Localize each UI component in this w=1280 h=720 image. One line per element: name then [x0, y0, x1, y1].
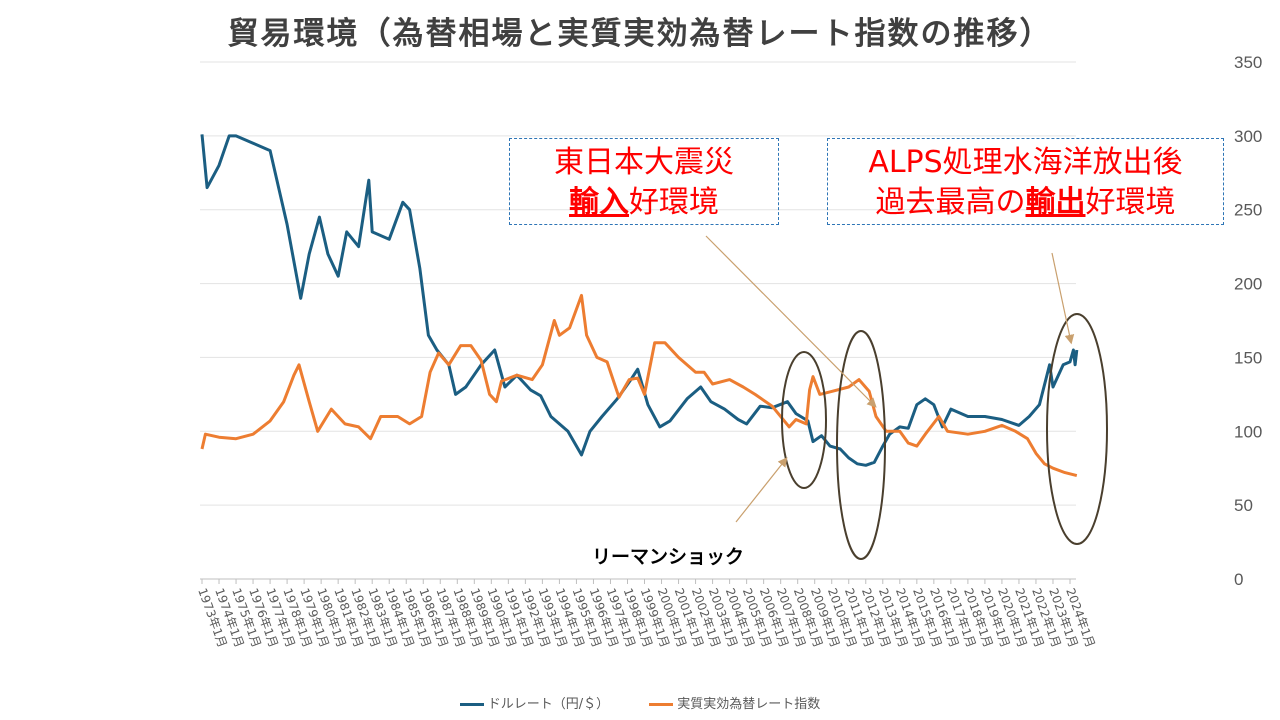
lehman-arrow [735, 457, 788, 523]
legend-swatch-reer [649, 703, 674, 706]
y-tick-label: 300 [1234, 127, 1262, 146]
legend-item-reer: 実質実効為替レート指数 [649, 693, 820, 712]
y-tick-label: 0 [1234, 570, 1243, 589]
earthquake-line1: 東日本大震災 [554, 145, 734, 180]
chart-title: 貿易環境（為替相場と実質実効為替レート指数の推移） [227, 16, 1053, 52]
legend-label-dollar: ドルレート（円/＄） [487, 697, 610, 712]
y-tick-label: 350 [1234, 53, 1262, 72]
earthquake-annotation: 東日本大震災 輸入好環境 [509, 138, 779, 225]
y-tick-label: 250 [1234, 201, 1262, 220]
earthquake-ellipse [836, 330, 886, 560]
series-line-reer [200, 293, 1078, 478]
alps-arrow [1051, 252, 1075, 345]
alps-ellipse [1046, 313, 1108, 545]
y-tick-label: 50 [1234, 496, 1253, 515]
alps-line1: ALPS処理水海洋放出後 [868, 145, 1183, 180]
lehman-ellipse [781, 351, 827, 489]
y-tick-label: 200 [1234, 275, 1262, 294]
series-line-dollar [200, 134, 1079, 467]
legend: ドルレート（円/＄） 実質実効為替レート指数 [0, 693, 1280, 712]
earthquake-line2-rest: 好環境 [629, 185, 719, 220]
earthquake-arrow [705, 235, 877, 408]
alps-line2-pre: 過去最高の [875, 185, 1026, 220]
legend-label-reer: 実質実効為替レート指数 [677, 697, 821, 712]
legend-swatch-dollar [459, 703, 484, 706]
lehman-label: リーマンショック [592, 546, 745, 568]
alps-annotation: ALPS処理水海洋放出後 過去最高の輸出好環境 [827, 138, 1224, 225]
export-emphasis: 輸出 [1025, 185, 1086, 220]
legend-item-dollar: ドルレート（円/＄） [459, 693, 610, 712]
import-emphasis: 輸入 [569, 185, 629, 220]
y-tick-label: 150 [1234, 348, 1262, 367]
y-tick-label: 100 [1234, 422, 1262, 441]
alps-line2-rest: 好環境 [1085, 185, 1176, 220]
